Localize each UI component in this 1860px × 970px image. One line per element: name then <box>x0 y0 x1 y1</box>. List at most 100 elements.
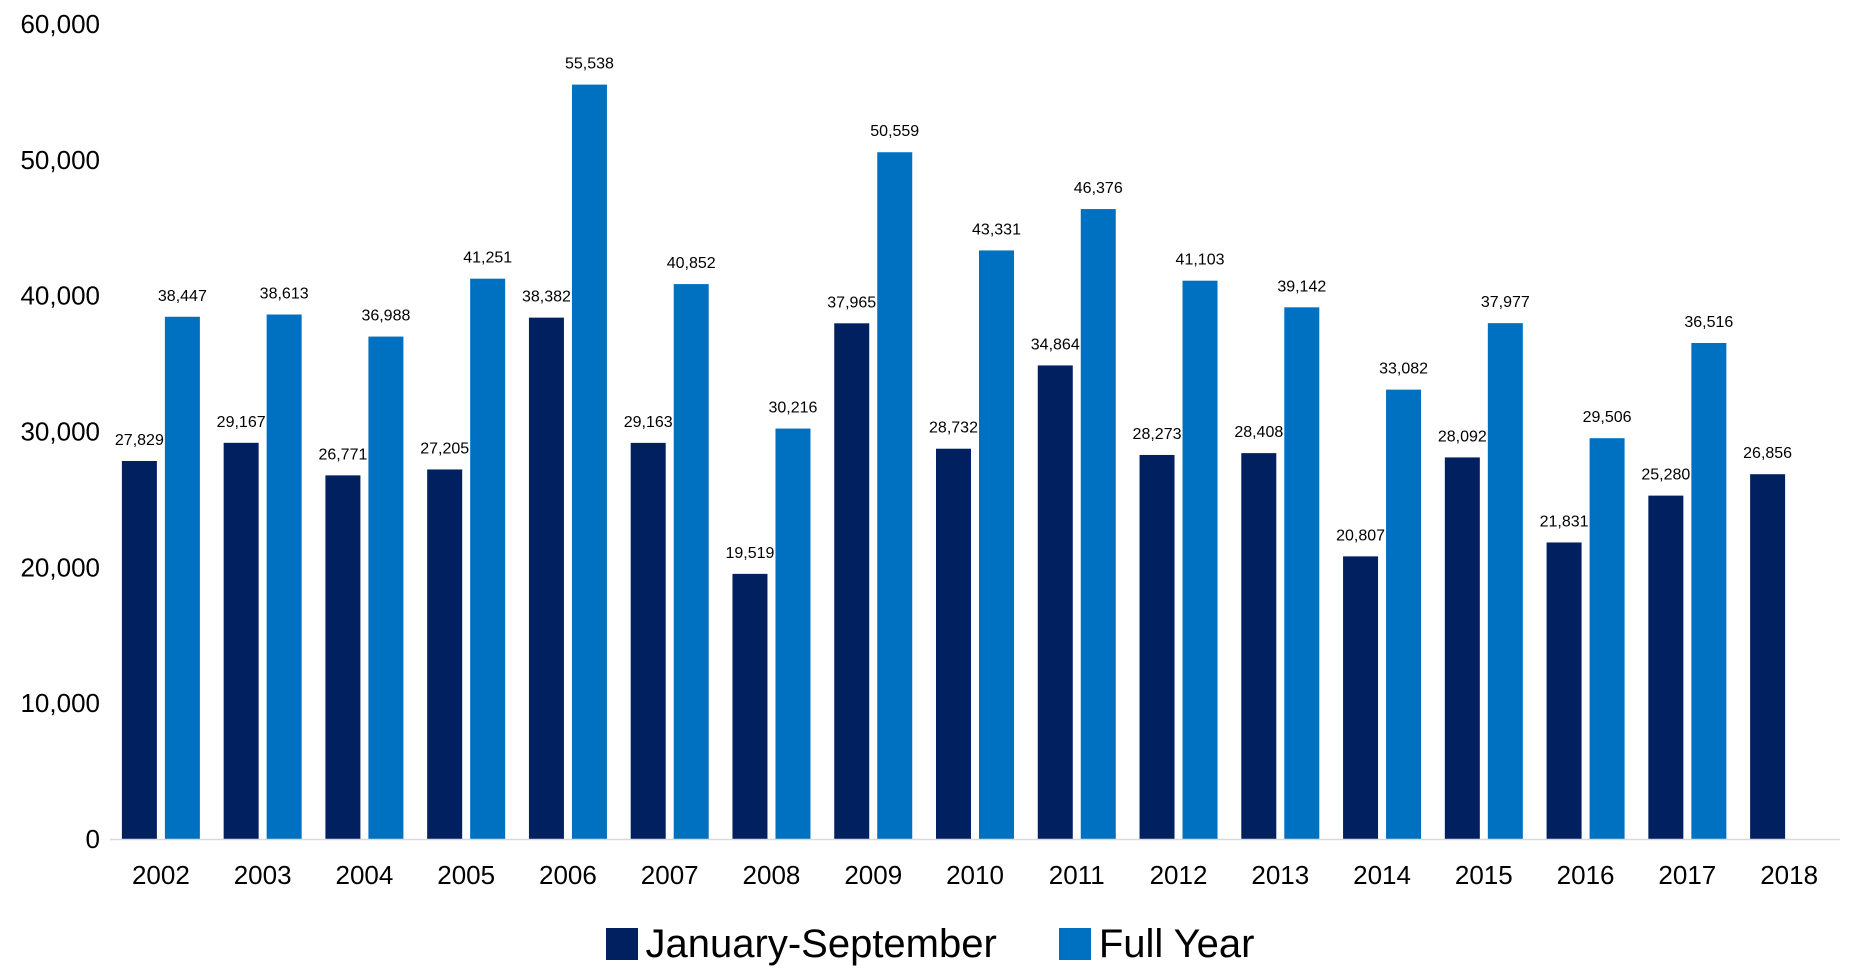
data-label-january-september-2011: 34,864 <box>1031 336 1080 353</box>
bar-january-september-2017 <box>1648 495 1684 839</box>
bar-january-september-2018 <box>1750 474 1786 839</box>
x-tick-label-2017: 2017 <box>1658 860 1716 890</box>
data-label-full-year-2012: 41,103 <box>1176 252 1225 269</box>
bar-january-september-2009 <box>834 323 870 840</box>
bar-january-september-2005 <box>427 469 463 839</box>
bar-january-september-2010 <box>936 448 971 839</box>
y-tick-label: 30,000 <box>20 417 100 447</box>
bar-full-year-2008 <box>775 428 811 839</box>
data-label-january-september-2013: 28,408 <box>1234 424 1283 441</box>
bar-full-year-2015 <box>1487 323 1523 839</box>
data-label-full-year-2003: 38,613 <box>260 286 309 303</box>
data-label-full-year-2010: 43,331 <box>972 221 1021 238</box>
bars <box>121 84 1786 840</box>
y-axis: 0 10,000 20,000 30,000 40,000 50,000 60,000 <box>20 9 100 854</box>
legend-swatch-january-september <box>605 928 638 960</box>
data-label-january-september-2009: 37,965 <box>827 294 876 311</box>
legend-label-january-september: January-September <box>645 922 997 966</box>
y-tick-label: 20,000 <box>20 552 100 582</box>
x-tick-label-2015: 2015 <box>1455 860 1513 890</box>
bar-full-year-2014 <box>1386 389 1422 839</box>
y-tick-label: 60,000 <box>20 9 100 39</box>
bar-january-september-2013 <box>1241 453 1277 839</box>
bar-january-september-2008 <box>732 573 768 839</box>
data-label-full-year-2016: 29,506 <box>1583 409 1632 426</box>
data-label-full-year-2005: 41,251 <box>463 250 512 267</box>
data-label-full-year-2006: 55,538 <box>565 56 614 73</box>
x-tick-label-2010: 2010 <box>946 860 1004 890</box>
bar-full-year-2004 <box>368 336 404 839</box>
x-tick-label-2007: 2007 <box>641 860 699 890</box>
data-label-full-year-2004: 36,988 <box>361 308 410 325</box>
x-tick-label-2014: 2014 <box>1353 860 1411 890</box>
data-label-full-year-2013: 39,142 <box>1277 278 1326 295</box>
bar-full-year-2007 <box>673 284 709 840</box>
data-label-full-year-2017: 36,516 <box>1684 314 1733 331</box>
legend-label-full-year: Full Year <box>1098 922 1255 966</box>
bar-full-year-2006 <box>571 84 607 840</box>
bar-january-september-2004 <box>325 475 361 839</box>
bar-january-september-2011 <box>1037 365 1073 839</box>
bar-full-year-2012 <box>1182 280 1218 839</box>
x-tick-label-2005: 2005 <box>437 860 495 890</box>
legend-item-january-september: January-September <box>605 922 997 966</box>
data-label-january-september-2008: 19,519 <box>726 545 775 562</box>
x-axis: 2002 2003 2004 2005 2006 2007 2008 2009 2010 2011… <box>110 838 1840 890</box>
data-label-january-september-2006: 38,382 <box>522 289 571 306</box>
data-label-full-year-2002: 38,447 <box>158 288 207 305</box>
data-label-january-september-2014: 20,807 <box>1336 527 1385 544</box>
bar-january-september-2016 <box>1546 542 1582 839</box>
y-tick-label: 50,000 <box>20 145 100 175</box>
x-tick-label-2018: 2018 <box>1760 860 1818 890</box>
x-tick-label-2009: 2009 <box>844 860 902 890</box>
data-label-full-year-2008: 30,216 <box>769 400 818 417</box>
data-labels: 27,829 38,447 29,167 38,613 26,771 36,988 27,2… <box>115 56 1792 562</box>
data-label-full-year-2009: 50,559 <box>870 123 919 140</box>
bar-full-year-2017 <box>1691 342 1727 839</box>
data-label-january-september-2012: 28,273 <box>1133 426 1182 443</box>
bar-january-september-2006 <box>528 317 564 839</box>
data-label-full-year-2011: 46,376 <box>1074 180 1123 197</box>
bar-full-year-2009 <box>877 152 913 840</box>
x-tick-label-2008: 2008 <box>743 860 801 890</box>
bar-january-september-2014 <box>1343 556 1379 839</box>
bar-full-year-2016 <box>1589 438 1625 839</box>
x-tick-label-2012: 2012 <box>1150 860 1208 890</box>
x-tick-label-2016: 2016 <box>1557 860 1615 890</box>
x-tick-label-2002: 2002 <box>132 860 190 890</box>
data-label-full-year-2015: 37,977 <box>1481 294 1530 311</box>
bar-full-year-2011 <box>1080 209 1116 839</box>
bar-full-year-2013 <box>1284 307 1320 839</box>
legend-swatch-full-year <box>1058 928 1091 960</box>
x-tick-label-2011: 2011 <box>1049 860 1105 890</box>
bar-january-september-2015 <box>1444 457 1480 839</box>
data-label-january-september-2004: 26,771 <box>318 446 367 463</box>
bar-january-september-2007 <box>630 442 666 839</box>
data-label-january-september-2018: 26,856 <box>1743 445 1792 462</box>
y-tick-label: 40,000 <box>20 281 100 311</box>
data-label-january-september-2003: 29,167 <box>217 414 266 431</box>
data-label-full-year-2014: 33,082 <box>1379 361 1428 378</box>
x-tick-label-2004: 2004 <box>335 860 393 890</box>
y-tick-label: 0 <box>86 824 100 854</box>
data-label-january-september-2005: 27,205 <box>420 440 469 457</box>
bar-full-year-2005 <box>470 278 506 839</box>
x-tick-label-2003: 2003 <box>234 860 292 890</box>
data-label-january-september-2017: 25,280 <box>1641 467 1690 484</box>
data-label-january-september-2010: 28,732 <box>929 420 978 437</box>
bar-full-year-2002 <box>164 316 200 839</box>
legend: January-September Full Year <box>0 918 1860 970</box>
data-label-full-year-2007: 40,852 <box>667 255 716 272</box>
legend-item-full-year: Full Year <box>1058 922 1255 966</box>
data-label-january-september-2015: 28,092 <box>1438 428 1487 445</box>
bar-full-year-2010 <box>979 250 1014 839</box>
bar-january-september-2002 <box>121 460 157 839</box>
y-tick-label: 10,000 <box>20 688 100 718</box>
bar-full-year-2003 <box>266 314 302 840</box>
x-tick-label-2013: 2013 <box>1251 860 1309 890</box>
bar-january-september-2012 <box>1139 454 1175 839</box>
data-label-january-september-2002: 27,829 <box>115 432 164 449</box>
bar-january-september-2003 <box>223 442 259 839</box>
data-label-january-september-2016: 21,831 <box>1540 513 1589 530</box>
bar-chart: 0 10,000 20,000 30,000 40,000 50,000 60,000 27… <box>20 9 1840 890</box>
